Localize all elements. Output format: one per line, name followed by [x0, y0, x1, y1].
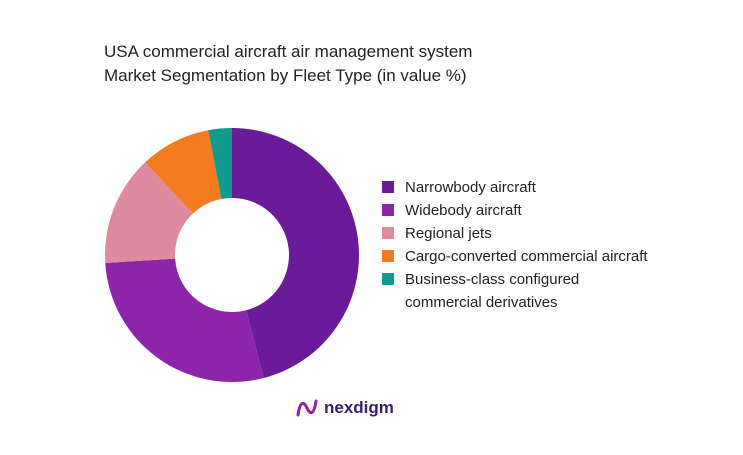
legend-swatch	[382, 204, 394, 216]
legend-swatch	[382, 273, 394, 285]
legend-label: Widebody aircraft	[405, 202, 522, 219]
brand-name: nexdigm	[324, 398, 394, 417]
brand-icon	[296, 399, 318, 417]
legend-label: Narrowbody aircraft	[405, 179, 536, 196]
legend-label: Cargo-converted commercial aircraft	[405, 248, 648, 265]
donut-slice	[145, 130, 222, 214]
legend-item: Regional jets	[382, 222, 652, 245]
legend-swatch	[382, 181, 394, 193]
legend-item: Cargo-converted commercial aircraft	[382, 245, 652, 268]
legend-item: Business-class configured commercial der…	[382, 268, 652, 314]
legend: Narrowbody aircraft Widebody aircraft Regi…	[382, 176, 652, 314]
legend-label: Regional jets	[405, 225, 492, 242]
brand: nexdigm	[296, 397, 394, 419]
donut-slice	[105, 162, 193, 263]
donut-slice	[105, 258, 264, 383]
legend-swatch	[382, 250, 394, 262]
chart-title: USA commercial aircraft air management s…	[104, 42, 473, 85]
legend-item: Widebody aircraft	[382, 199, 652, 222]
donut-slice	[232, 128, 360, 379]
legend-item: Narrowbody aircraft	[382, 176, 652, 199]
legend-swatch	[382, 227, 394, 239]
donut-slice	[208, 128, 232, 200]
legend-label: Business-class configured commercial der…	[405, 271, 580, 311]
